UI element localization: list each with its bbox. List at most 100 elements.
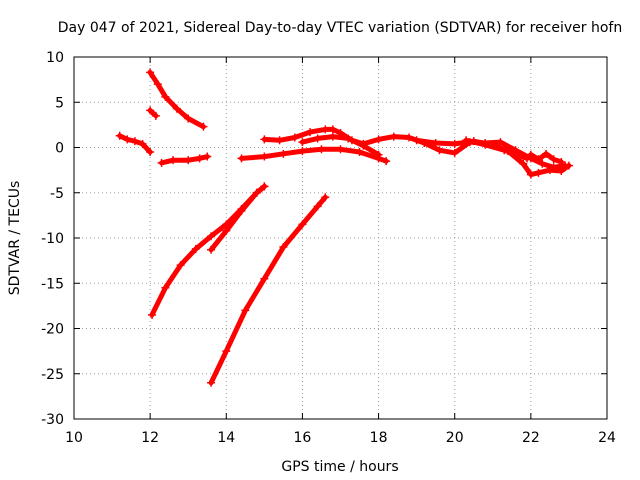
y-tick-label: -5 xyxy=(50,186,64,202)
series-arc-h xyxy=(237,145,391,166)
data-point-marker xyxy=(157,158,166,167)
data-point-marker xyxy=(260,135,269,144)
x-tick-label: 12 xyxy=(141,430,159,446)
series-arc-j xyxy=(298,132,383,159)
x-tick-label: 10 xyxy=(65,430,83,446)
data-point-marker xyxy=(355,148,364,157)
data-point-marker xyxy=(241,306,250,315)
data-point-marker xyxy=(344,134,353,143)
data-point-marker xyxy=(321,193,330,202)
data-point-marker xyxy=(526,150,535,159)
y-tick-label: 0 xyxy=(55,141,64,157)
data-point-marker xyxy=(557,167,566,176)
series-arc-l xyxy=(462,136,566,166)
y-tick-label: -20 xyxy=(41,322,64,338)
data-point-marker xyxy=(534,155,543,164)
data-point-marker xyxy=(500,146,509,155)
data-point-marker xyxy=(184,156,193,165)
data-point-marker xyxy=(298,147,307,156)
series-arc-a xyxy=(115,131,155,157)
data-point-marker xyxy=(115,131,124,140)
data-point-marker xyxy=(237,206,246,215)
x-axis-label: GPS time / hours xyxy=(281,459,398,475)
data-point-marker xyxy=(222,347,231,356)
series-trace xyxy=(147,69,206,130)
data-point-marker xyxy=(412,136,421,145)
data-point-marker xyxy=(321,125,330,134)
data-point-marker xyxy=(328,132,337,141)
data-point-marker xyxy=(313,202,322,211)
y-tick-label: -30 xyxy=(41,412,64,428)
data-point-marker xyxy=(450,139,459,148)
data-point-marker xyxy=(545,166,554,175)
series-trace xyxy=(208,194,328,386)
data-point-marker xyxy=(168,156,177,165)
y-tick-label: -15 xyxy=(41,276,64,292)
grid-lines xyxy=(74,57,607,419)
data-point-marker xyxy=(317,145,326,154)
data-point-marker xyxy=(161,283,170,292)
series-arc-c xyxy=(146,106,160,120)
data-point-marker xyxy=(184,114,193,123)
x-tick-label: 16 xyxy=(294,430,312,446)
x-tick-label: 14 xyxy=(217,430,235,446)
y-tick-label: -10 xyxy=(41,231,64,247)
data-point-marker xyxy=(176,261,185,270)
data-point-marker xyxy=(519,159,528,168)
data-point-marker xyxy=(542,149,551,158)
data-point-marker xyxy=(462,136,471,145)
data-point-marker xyxy=(207,245,216,254)
data-point-marker xyxy=(290,133,299,142)
y-tick-label: 5 xyxy=(55,95,64,111)
data-point-marker xyxy=(146,148,155,157)
data-point-marker xyxy=(450,148,459,157)
chart-title: Day 047 of 2021, Sidereal Day-to-day VTE… xyxy=(58,20,622,36)
data-point-marker xyxy=(382,157,391,166)
data-point-marker xyxy=(306,128,315,137)
data-point-marker xyxy=(526,170,535,179)
y-tick-label: 10 xyxy=(46,50,64,66)
series-arc-d xyxy=(157,152,212,167)
data-point-marker xyxy=(534,168,543,177)
series-trace xyxy=(147,107,159,119)
data-point-marker xyxy=(191,244,200,253)
data-point-marker xyxy=(374,150,383,159)
data-point-marker xyxy=(199,122,208,131)
data-point-marker xyxy=(298,138,307,147)
data-point-marker xyxy=(523,154,532,163)
data-point-marker xyxy=(564,161,573,170)
data-point-marker xyxy=(130,137,139,146)
data-point-marker xyxy=(328,125,337,134)
data-point-marker xyxy=(207,378,216,387)
data-point-marker xyxy=(237,154,246,163)
y-axis-label: SDTVAR / TECUs xyxy=(7,181,23,296)
y-tick-label: -25 xyxy=(41,367,64,383)
x-tick-label: 20 xyxy=(446,430,464,446)
data-point-marker xyxy=(252,188,261,197)
data-point-marker xyxy=(515,151,524,160)
data-point-marker xyxy=(538,159,547,168)
data-point-marker xyxy=(279,243,288,252)
data-point-marker xyxy=(298,220,307,229)
data-point-marker xyxy=(260,274,269,283)
data-point-marker xyxy=(161,92,170,101)
data-point-marker xyxy=(260,182,269,191)
data-point-marker xyxy=(203,152,212,161)
data-point-marker xyxy=(222,226,231,235)
data-point-marker xyxy=(435,146,444,155)
series-arc-g xyxy=(207,193,330,387)
data-point-marker xyxy=(374,135,383,144)
data-point-marker xyxy=(389,132,398,141)
x-tick-label: 18 xyxy=(370,430,388,446)
data-point-marker xyxy=(359,141,368,150)
data-point-marker xyxy=(123,135,132,144)
data-point-marker xyxy=(313,134,322,143)
data-point-marker xyxy=(557,157,566,166)
data-point-marker xyxy=(138,139,147,148)
data-point-marker xyxy=(405,133,414,142)
data-point-marker xyxy=(151,111,160,120)
x-tick-label: 24 xyxy=(598,430,616,446)
data-series xyxy=(115,68,573,387)
data-point-marker xyxy=(336,145,345,154)
